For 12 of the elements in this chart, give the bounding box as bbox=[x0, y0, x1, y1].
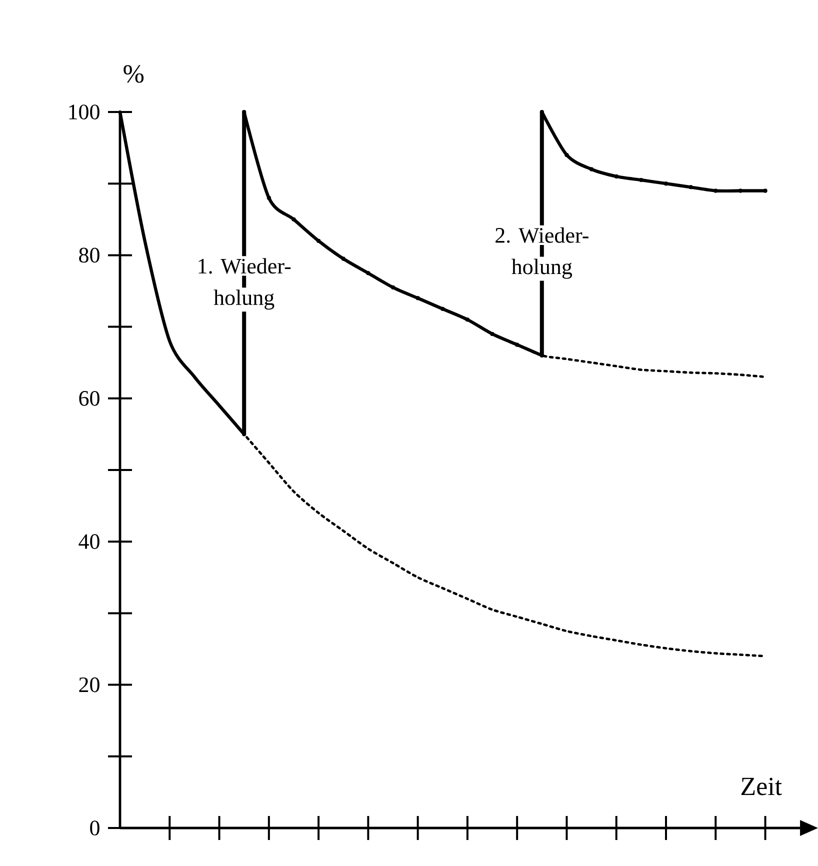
x-axis-title: Zeit bbox=[741, 778, 782, 796]
y-tick-label: 20 bbox=[79, 677, 100, 692]
y-tick-label: 80 bbox=[79, 248, 100, 263]
annotation: holung bbox=[512, 258, 572, 279]
y-tick-label: 0 bbox=[90, 820, 100, 836]
annotation: holung bbox=[214, 290, 274, 310]
y-tick-label: 40 bbox=[78, 534, 100, 550]
y-tick-label: 100 bbox=[69, 104, 100, 120]
y-tick-label: 60 bbox=[79, 390, 100, 406]
y-axis-title: % bbox=[124, 65, 144, 83]
annotation: 2. Wieder- bbox=[496, 227, 588, 243]
annotation: 1. Wieder- bbox=[198, 258, 291, 274]
